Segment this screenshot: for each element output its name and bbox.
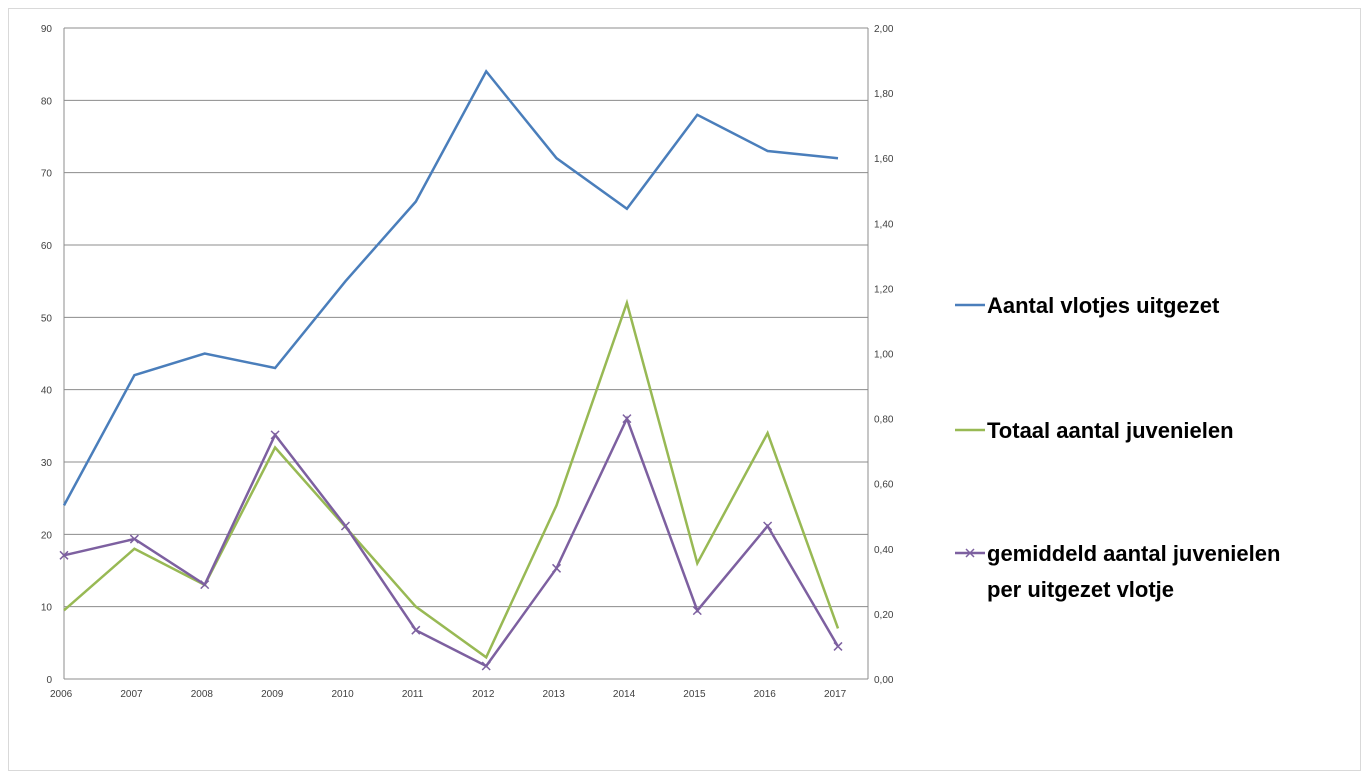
x-tick-label: 2009 bbox=[261, 689, 284, 700]
left-tick-label: 30 bbox=[41, 458, 53, 469]
right-tick-label: 0,60 bbox=[874, 480, 894, 491]
x-tick-label: 2008 bbox=[191, 689, 214, 700]
left-axis-ticks: 0 10 20 30 40 50 60 70 80 90 bbox=[41, 24, 53, 686]
x-tick-label: 2013 bbox=[543, 689, 566, 700]
data-point-marker bbox=[59, 550, 69, 560]
right-tick-label: 0,40 bbox=[874, 545, 894, 556]
data-point-marker bbox=[270, 430, 280, 440]
right-tick-label: 1,80 bbox=[874, 89, 894, 100]
right-tick-label: 1,60 bbox=[874, 154, 894, 165]
data-point-marker bbox=[340, 521, 350, 531]
right-tick-label: 1,40 bbox=[874, 219, 894, 230]
x-tick-label: 2015 bbox=[683, 689, 706, 700]
data-point-marker bbox=[833, 641, 843, 651]
legend-label: per uitgezet vlotje bbox=[987, 577, 1174, 602]
left-tick-label: 20 bbox=[41, 530, 53, 541]
left-tick-label: 80 bbox=[41, 96, 53, 107]
series-line-1 bbox=[62, 69, 839, 506]
left-tick-label: 50 bbox=[41, 313, 53, 324]
data-point-marker bbox=[411, 625, 421, 635]
left-tick-label: 40 bbox=[41, 386, 53, 397]
x-tick-label: 2014 bbox=[613, 689, 636, 700]
x-tick-label: 2017 bbox=[824, 689, 847, 700]
legend-label: Totaal aantal juvenielen bbox=[987, 418, 1234, 443]
data-point-marker bbox=[763, 521, 773, 531]
x-tick-label: 2016 bbox=[754, 689, 777, 700]
right-tick-label: 1,20 bbox=[874, 284, 894, 295]
left-tick-label: 60 bbox=[41, 241, 53, 252]
right-tick-label: 0,20 bbox=[874, 610, 894, 621]
left-tick-label: 90 bbox=[41, 24, 53, 35]
left-tick-label: 0 bbox=[46, 675, 52, 686]
left-tick-label: 10 bbox=[41, 603, 53, 614]
data-point-marker bbox=[481, 661, 491, 671]
x-tick-label: 2006 bbox=[50, 689, 73, 700]
right-tick-label: 0,00 bbox=[874, 675, 894, 686]
x-tick-label: 2007 bbox=[120, 689, 143, 700]
x-tick-label: 2012 bbox=[472, 689, 495, 700]
legend-marker bbox=[965, 548, 975, 558]
x-axis-ticks: 2006 2007 2008 2009 2010 2011 2012 2013 2014 2015… bbox=[50, 689, 847, 700]
left-tick-label: 70 bbox=[41, 169, 53, 180]
right-axis-ticks: 0,00 0,20 0,40 0,60 0,80 1,00 1,20 1,40 1,60 1,80… bbox=[874, 24, 894, 686]
data-point-marker bbox=[692, 606, 702, 616]
right-tick-label: 1,00 bbox=[874, 350, 894, 361]
data-point-marker bbox=[129, 534, 139, 544]
series-lines bbox=[59, 69, 843, 671]
legend-label: gemiddeld aantal juvenielen bbox=[987, 541, 1280, 566]
chart-frame bbox=[8, 8, 1361, 771]
data-point-marker bbox=[552, 563, 562, 573]
right-tick-label: 2,00 bbox=[874, 24, 894, 35]
data-point-marker bbox=[200, 580, 210, 590]
series-line-2 bbox=[63, 298, 840, 660]
legend-label: Aantal vlotjes uitgezet bbox=[987, 293, 1220, 318]
gridlines bbox=[63, 27, 869, 680]
legend: Aantal vlotjes uitgezet Totaal aantal juv… bbox=[955, 293, 1280, 602]
series-line-3 bbox=[63, 415, 840, 668]
x-tick-label: 2010 bbox=[331, 689, 354, 700]
x-tick-label: 2011 bbox=[402, 689, 424, 700]
data-point-marker bbox=[622, 414, 632, 424]
right-tick-label: 0,80 bbox=[874, 415, 894, 426]
